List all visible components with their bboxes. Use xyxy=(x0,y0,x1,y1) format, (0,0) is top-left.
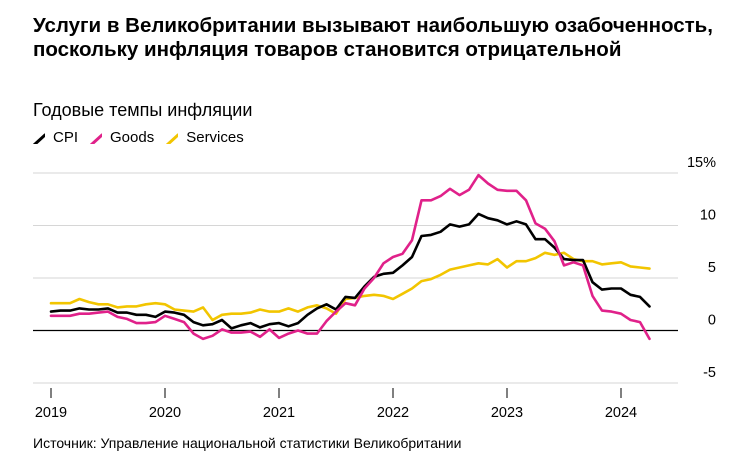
y-tick-label: -5 xyxy=(703,365,716,381)
y-tick-label: 15% xyxy=(687,155,716,171)
legend-swatch-goods xyxy=(90,133,103,144)
x-tick-label: 2024 xyxy=(605,405,637,421)
y-tick-label: 0 xyxy=(708,313,716,329)
y-tick-label: 5 xyxy=(708,260,716,276)
legend-label: Goods xyxy=(110,129,155,146)
x-tick-label: 2022 xyxy=(377,405,409,421)
legend-label: Services xyxy=(186,129,244,146)
axes xyxy=(33,329,678,398)
chart-title: Услуги в Великобритании вызывают наиболь… xyxy=(33,14,713,61)
chart-legend: CPI Goods Services xyxy=(33,128,256,148)
legend-swatch-services xyxy=(166,133,179,144)
legend-item-cpi: CPI xyxy=(33,128,78,148)
legend-swatch-cpi xyxy=(33,133,45,144)
x-tick-label: 2021 xyxy=(263,405,295,421)
series-line-cpi xyxy=(49,212,651,330)
y-tick-label: 10 xyxy=(700,208,716,224)
x-tick-label: 2020 xyxy=(149,405,181,421)
tick-labels: 15% 10 5 0 -5 2019 2020 2021 2022 2023 2024 xyxy=(35,155,716,421)
series-lines xyxy=(49,173,651,341)
series-line-goods xyxy=(49,173,651,341)
x-tick-label: 2023 xyxy=(491,405,523,421)
legend-label: CPI xyxy=(53,129,79,146)
chart-source-note: Источник: Управление национальной статис… xyxy=(33,435,462,451)
gridlines xyxy=(33,172,678,384)
series-line-services xyxy=(49,251,651,322)
x-tick-label: 2019 xyxy=(35,405,67,421)
legend-item-goods: Goods xyxy=(90,128,154,148)
chart-subtitle: Годовые темпы инфляции xyxy=(33,100,253,120)
legend-item-services: Services xyxy=(166,128,244,148)
